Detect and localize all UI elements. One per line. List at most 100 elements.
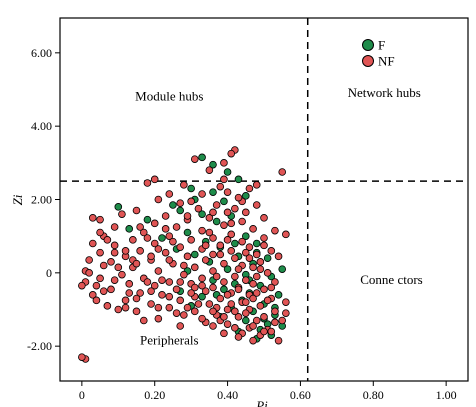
data-point-nf [223, 291, 232, 299]
data-point-nf [88, 239, 97, 248]
data-point-nf [187, 236, 195, 244]
data-point-nf [125, 280, 134, 288]
data-point-f [169, 201, 177, 209]
data-point-nf [110, 223, 119, 231]
data-point-nf [216, 241, 225, 250]
data-point-nf [271, 278, 279, 286]
data-point-nf [158, 291, 166, 299]
data-point-nf [223, 208, 232, 217]
data-point-f [158, 234, 166, 242]
data-point-nf [260, 234, 268, 242]
data-point-f [209, 188, 217, 196]
data-point-nf [231, 324, 239, 332]
data-point-f [223, 265, 232, 273]
data-point-nf [180, 181, 188, 189]
data-point-nf [121, 303, 130, 312]
data-point-nf [227, 300, 236, 308]
data-point-nf [249, 263, 257, 272]
data-point-nf [249, 294, 257, 303]
data-point-nf [165, 303, 174, 312]
data-point-nf [165, 232, 174, 240]
data-point-nf [139, 228, 148, 237]
legend-marker-nf [362, 55, 374, 67]
data-point-nf [267, 247, 276, 255]
data-point-nf [96, 248, 104, 257]
data-point-nf [260, 327, 268, 336]
region-labels: Module hubs Network hubs Conne ctors Periph… [135, 85, 423, 348]
data-point-nf [209, 250, 217, 259]
legend-marker-f [362, 39, 374, 51]
data-point-nf [260, 214, 268, 222]
data-point-f [198, 292, 206, 301]
data-point-nf [198, 226, 206, 235]
data-point-nf [198, 314, 206, 323]
plot-frame [59, 17, 469, 382]
data-point-nf [223, 320, 232, 328]
data-point-nf [205, 166, 214, 174]
data-point-f [143, 215, 152, 224]
x-tick-label: 0.40 [217, 388, 238, 402]
data-point-nf [132, 259, 141, 268]
data-point-f [212, 217, 221, 226]
data-point-nf [172, 285, 181, 294]
data-point-nf [150, 281, 159, 290]
region-label: Module hubs [135, 89, 203, 104]
data-point-nf [241, 208, 250, 217]
data-point-nf [96, 215, 104, 224]
data-point-nf [99, 261, 108, 270]
data-point-nf [256, 302, 265, 310]
data-point-nf [231, 254, 239, 262]
data-point-f [114, 203, 123, 211]
legend-label-nf: NF [378, 54, 395, 69]
data-point-nf [249, 336, 257, 345]
data-point-nf [92, 296, 101, 305]
legend: FNF [362, 38, 395, 69]
data-point-nf [238, 237, 246, 246]
data-point-nf [143, 179, 152, 187]
data-point-nf [129, 236, 137, 244]
data-point-nf [107, 258, 115, 266]
data-point-nf [154, 267, 163, 275]
data-point-nf [136, 223, 144, 231]
data-point-nf [252, 201, 261, 209]
data-point-nf [278, 168, 287, 176]
data-point-nf [154, 245, 163, 253]
data-point-nf [190, 283, 199, 292]
x-tick-label: 1.00 [436, 388, 457, 402]
data-point-nf [205, 214, 214, 222]
y-tick-label: 4.00 [31, 119, 52, 133]
data-point-nf [234, 193, 243, 202]
data-point-f [241, 316, 250, 325]
data-point-nf [103, 302, 112, 310]
data-point-nf [121, 296, 130, 305]
data-point-nf [172, 223, 181, 231]
data-point-nf [252, 272, 261, 281]
data-point-nf [220, 259, 228, 268]
data-point-nf [96, 228, 104, 237]
data-point-nf [241, 298, 250, 306]
data-point-f [183, 228, 192, 237]
region-label: Peripherals [140, 332, 198, 347]
data-point-nf [231, 204, 239, 213]
data-point-nf [216, 182, 225, 191]
data-point-f [263, 254, 272, 262]
x-tick-label: 0.60 [290, 388, 311, 402]
data-point-nf [147, 300, 155, 308]
data-point-nf [198, 190, 206, 198]
data-point-nf [274, 252, 283, 261]
data-point-nf [220, 159, 228, 167]
data-point-nf [198, 281, 206, 290]
data-point-nf [161, 212, 170, 220]
data-point-nf [118, 210, 126, 218]
data-point-nf [241, 248, 250, 257]
data-point-nf [110, 241, 119, 250]
data-point-nf [220, 278, 228, 286]
data-point-nf [256, 258, 265, 266]
data-point-nf [205, 300, 214, 308]
data-point-f [176, 206, 185, 215]
data-point-nf [227, 219, 236, 228]
data-point-f [187, 184, 195, 193]
data-point-nf [231, 307, 239, 316]
data-point-nf [183, 303, 192, 312]
